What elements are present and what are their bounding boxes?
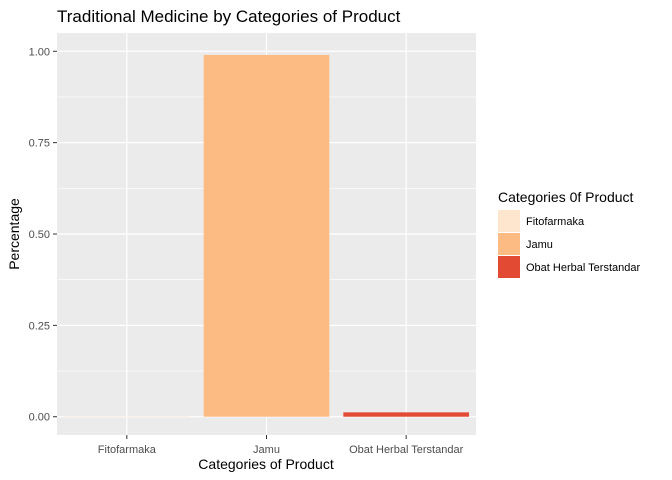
legend-label: Jamu [526,239,553,251]
bars-group [63,54,470,417]
bar-obat-herbal-terstandar [343,412,470,417]
y-axis-title: Percentage [6,198,22,270]
x-tick-label: Jamu [253,444,280,456]
x-axis-ticks: Fitofarmaka Jamu Obat Herbal Terstandar [98,435,464,456]
x-tick-label: Obat Herbal Terstandar [349,444,463,456]
y-tick-label: 1.00 [29,46,50,58]
y-tick-label: 0.25 [29,320,50,332]
y-axis-ticks: 0.00 0.25 0.50 0.75 1.00 [29,46,57,424]
y-tick-label: 0.50 [29,229,50,241]
x-tick-label: Fitofarmaka [98,444,157,456]
legend-key [498,233,520,255]
legend-title: Categories 0f Product [498,189,634,205]
legend-items: Fitofarmaka Jamu Obat Herbal Terstandar [498,210,640,278]
chart-title: Traditional Medicine by Categories of Pr… [57,7,401,26]
y-tick-label: 0.00 [29,412,50,424]
x-axis-title: Categories of Product [198,456,334,472]
legend-key [498,256,520,278]
bar-fitofarmaka [63,416,190,417]
bar-jamu [203,54,330,417]
y-tick-label: 0.75 [29,138,50,150]
legend-label: Obat Herbal Terstandar [526,262,640,274]
legend-key [498,210,520,232]
legend-label: Fitofarmaka [526,216,585,228]
legend: Categories 0f Product Fitofarmaka Jamu Oba… [498,189,640,278]
